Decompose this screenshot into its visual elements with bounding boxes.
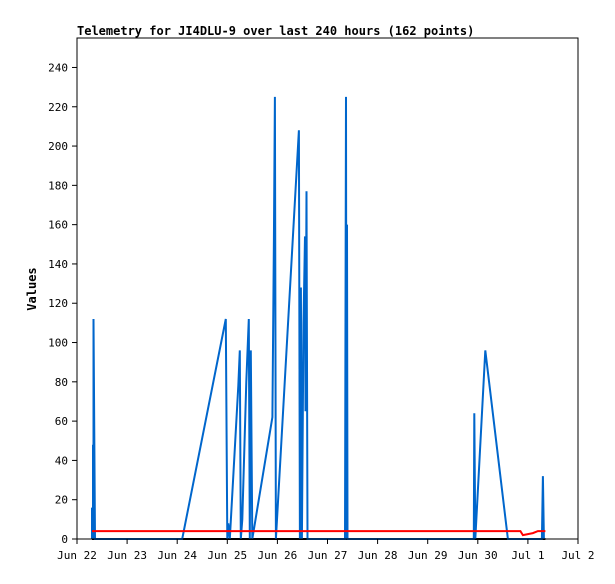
y-tick-label: 0 (61, 533, 68, 546)
y-tick-label: 140 (48, 258, 68, 271)
y-tick-label: 200 (48, 140, 68, 153)
y-tick-label: 20 (55, 494, 68, 507)
y-tick-label: 160 (48, 219, 68, 232)
plot-frame (76, 37, 579, 540)
x-tick-label: Jun 27 (308, 549, 348, 562)
axis-layer: 0 20 40 60 80 100 120 140 160 180 200 220 240 Jun 22 J… (48, 61, 594, 562)
y-tick-label: 80 (55, 376, 68, 389)
chart-title: Telemetry for JI4DLU-9 over last 240 hou… (77, 24, 474, 38)
x-tick-label: Jun 22 (57, 549, 97, 562)
x-tick-label: Jun 23 (107, 549, 147, 562)
x-tick-label: Jun 29 (408, 549, 448, 562)
y-tick-label: 60 (55, 415, 68, 428)
y-tick-label: 220 (48, 101, 68, 114)
x-tick-label: Jun 25 (207, 549, 247, 562)
y-tick-label: 120 (48, 297, 68, 310)
x-tick-label: Jun 30 (458, 549, 498, 562)
x-tick-label: Jun 26 (258, 549, 298, 562)
y-tick-label: 180 (48, 179, 68, 192)
y-tick-label: 40 (55, 454, 68, 467)
x-tick-label: Jul 2 (561, 549, 594, 562)
y-tick-label: 100 (48, 337, 68, 350)
x-tick-label: Jun 24 (157, 549, 197, 562)
y-axis-label: Values (25, 267, 39, 310)
x-tick-label: Jul 1 (511, 549, 544, 562)
x-tick-label: Jun 28 (358, 549, 398, 562)
y-tick-label: 240 (48, 61, 68, 74)
series-line-2 (92, 530, 546, 537)
